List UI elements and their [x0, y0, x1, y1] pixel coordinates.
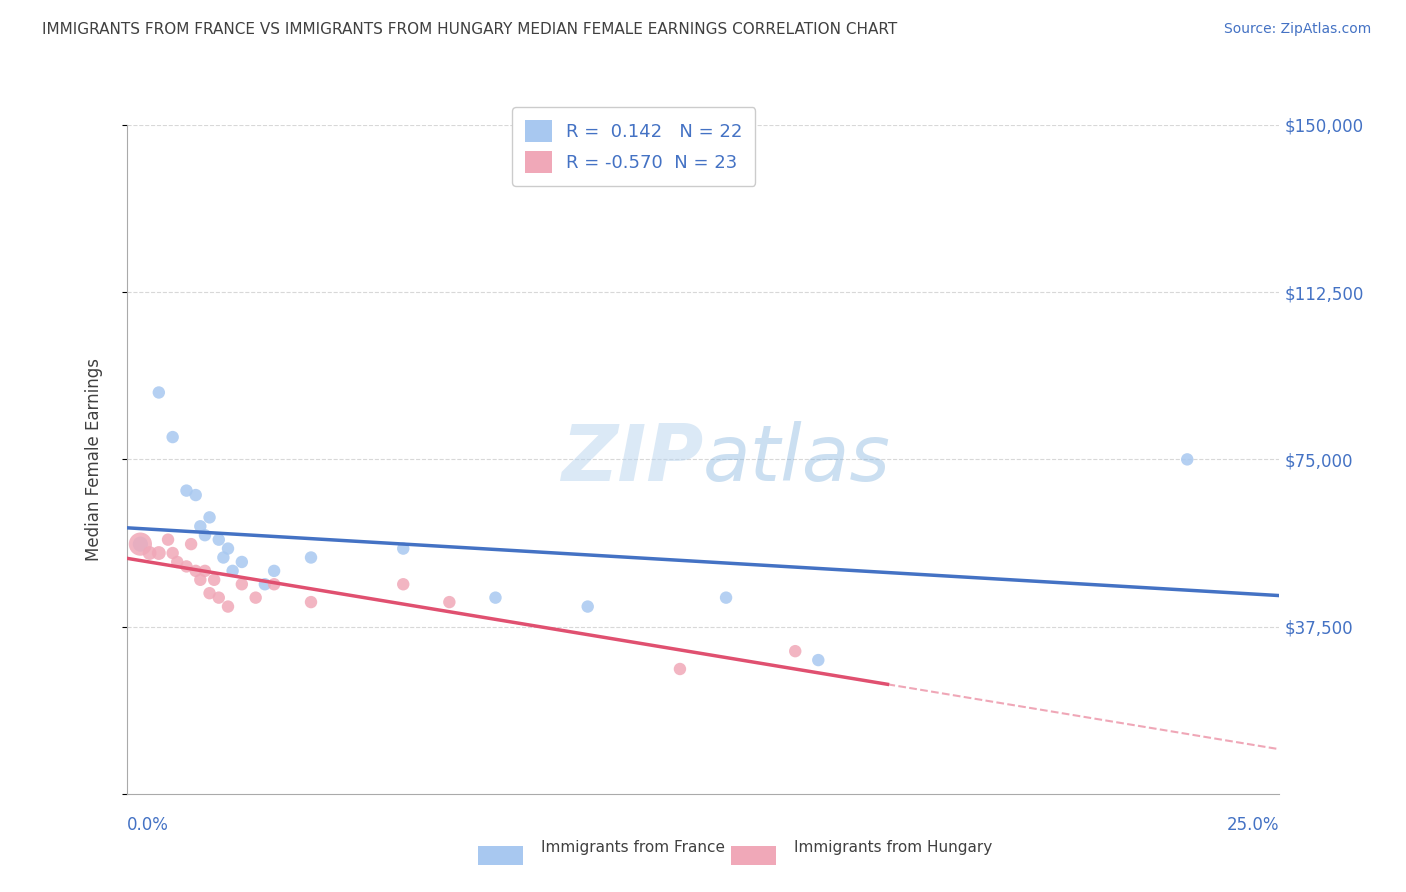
Point [221, 564, 243, 578]
Text: IMMIGRANTS FROM FRANCE VS IMMIGRANTS FROM HUNGARY MEDIAN FEMALE EARNINGS CORRELA: IMMIGRANTS FROM FRANCE VS IMMIGRANTS FRO… [42, 22, 897, 37]
Point [180, 537, 202, 551]
Point [263, 564, 285, 578]
Point [669, 662, 692, 676]
Point [198, 510, 221, 524]
Text: ZIP: ZIP [561, 421, 703, 498]
Point [176, 483, 198, 498]
Point [162, 546, 184, 560]
Point [212, 550, 235, 565]
Point [807, 653, 830, 667]
Point [129, 537, 152, 551]
Text: Immigrants from Hungary: Immigrants from Hungary [794, 839, 993, 855]
Point [439, 595, 461, 609]
Point [231, 555, 253, 569]
Point [208, 533, 231, 547]
Point [392, 541, 415, 556]
Point [217, 541, 239, 556]
Point [785, 644, 807, 658]
Point [198, 586, 221, 600]
Point [194, 528, 217, 542]
Text: 0.0%: 0.0% [127, 816, 169, 834]
Point [176, 559, 198, 574]
Point [138, 546, 160, 560]
Point [231, 577, 253, 591]
Point [184, 488, 207, 502]
Point [194, 564, 217, 578]
Point [157, 533, 180, 547]
Point [188, 519, 211, 533]
Text: atlas: atlas [703, 421, 891, 498]
Point [148, 546, 170, 560]
Point [184, 564, 207, 578]
Point [484, 591, 506, 605]
Text: 25.0%: 25.0% [1227, 816, 1279, 834]
Point [714, 591, 737, 605]
Point [148, 385, 170, 400]
Point [299, 550, 322, 565]
Point [253, 577, 276, 591]
Point [245, 591, 267, 605]
Y-axis label: Median Female Earnings: Median Female Earnings [84, 358, 103, 561]
Point [263, 577, 285, 591]
Text: Immigrants from France: Immigrants from France [541, 839, 725, 855]
Point [576, 599, 599, 614]
Point [188, 573, 211, 587]
Point [299, 595, 322, 609]
Point [202, 573, 225, 587]
Point [162, 430, 184, 444]
Point [217, 599, 239, 614]
Point [129, 537, 152, 551]
Legend: R =  0.142   N = 22, R = -0.570  N = 23: R = 0.142 N = 22, R = -0.570 N = 23 [512, 107, 755, 186]
Point [392, 577, 415, 591]
Point [208, 591, 231, 605]
Point [166, 555, 188, 569]
Point [1175, 452, 1198, 467]
Text: Source: ZipAtlas.com: Source: ZipAtlas.com [1223, 22, 1371, 37]
